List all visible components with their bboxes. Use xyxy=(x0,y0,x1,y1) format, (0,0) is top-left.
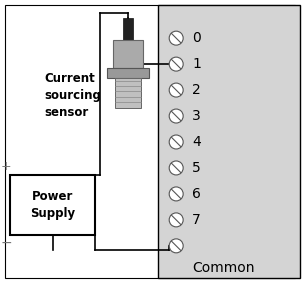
Circle shape xyxy=(169,187,183,201)
Bar xyxy=(10,175,95,235)
Circle shape xyxy=(169,83,183,97)
Text: 7: 7 xyxy=(192,213,201,227)
Text: −: − xyxy=(1,236,12,250)
Text: Common: Common xyxy=(192,261,255,275)
Text: 2: 2 xyxy=(192,83,201,97)
Circle shape xyxy=(169,239,183,253)
Text: 0: 0 xyxy=(192,31,201,45)
Text: 3: 3 xyxy=(192,109,201,123)
Text: +: + xyxy=(1,160,12,173)
Circle shape xyxy=(169,31,183,45)
Bar xyxy=(115,78,141,108)
Text: 5: 5 xyxy=(192,161,201,175)
Bar xyxy=(113,40,143,68)
Bar xyxy=(123,18,133,40)
Circle shape xyxy=(169,161,183,175)
Text: 4: 4 xyxy=(192,135,201,149)
Text: Current
sourcing
sensor: Current sourcing sensor xyxy=(44,72,101,119)
Circle shape xyxy=(169,57,183,71)
Text: Power
Supply: Power Supply xyxy=(30,190,75,220)
Circle shape xyxy=(169,109,183,123)
Circle shape xyxy=(169,213,183,227)
Text: 6: 6 xyxy=(192,187,201,201)
Bar xyxy=(107,68,149,78)
Text: 1: 1 xyxy=(192,57,201,71)
Circle shape xyxy=(169,135,183,149)
Bar xyxy=(158,5,300,278)
